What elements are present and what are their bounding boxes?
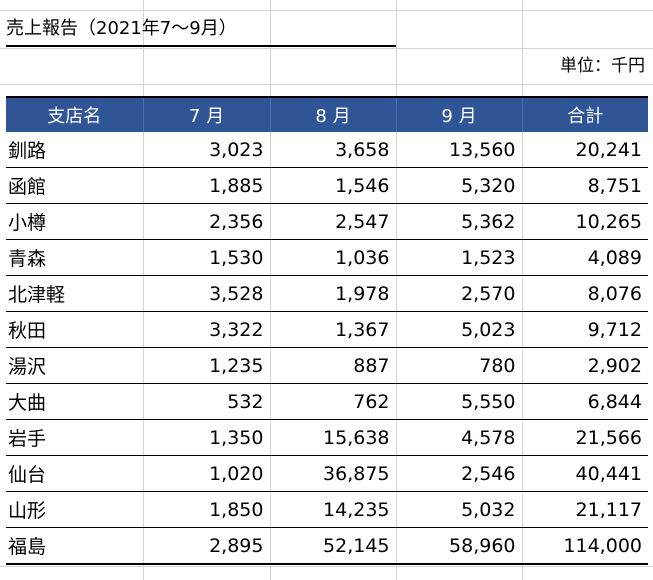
cell-july[interactable]: 3,528: [143, 275, 271, 312]
cell-september[interactable]: 1,523: [396, 239, 523, 276]
cell-september[interactable]: 5,362: [396, 203, 523, 240]
cell-branch[interactable]: 湯沢: [6, 347, 144, 384]
table-row: 釧路 3,023 3,658 13,560 20,241: [6, 132, 648, 168]
header-branch[interactable]: 支店名: [6, 97, 144, 132]
cell-september[interactable]: 2,570: [396, 275, 523, 312]
cell-total[interactable]: 20,241: [522, 132, 648, 168]
cell-august[interactable]: 52,145: [270, 527, 397, 565]
cell-september[interactable]: 5,023: [396, 311, 523, 348]
cell-august[interactable]: 14,235: [270, 491, 397, 528]
cell-july[interactable]: 3,023: [143, 132, 271, 168]
cell-july[interactable]: 2,895: [143, 527, 271, 565]
table-row: 仙台 1,020 36,875 2,546 40,441: [6, 455, 648, 492]
cell-branch[interactable]: 秋田: [6, 311, 144, 348]
cell-july[interactable]: 532: [143, 383, 271, 420]
cell-september[interactable]: 58,960: [396, 527, 523, 565]
cell-branch[interactable]: 岩手: [6, 419, 144, 456]
sales-table: 支店名 7 月 8 月 9 月 合計 釧路 3,023 3,658 13,560 20,…: [6, 96, 648, 565]
cell-total[interactable]: 21,117: [522, 491, 648, 528]
cell-total[interactable]: 10,265: [522, 203, 648, 240]
cell-july[interactable]: 1,020: [143, 455, 271, 492]
cell-september[interactable]: 5,320: [396, 167, 523, 204]
table-row: 秋田 3,322 1,367 5,023 9,712: [6, 311, 648, 348]
table-row: 湯沢 1,235 887 780 2,902: [6, 347, 648, 384]
cell-september[interactable]: 13,560: [396, 132, 523, 168]
cell-total[interactable]: 2,902: [522, 347, 648, 384]
cell-total[interactable]: 6,844: [522, 383, 648, 420]
grid-row-line: [0, 84, 653, 85]
cell-total[interactable]: 9,712: [522, 311, 648, 348]
title-underline: [6, 45, 396, 47]
cell-july[interactable]: 3,322: [143, 311, 271, 348]
table-row: 函館 1,885 1,546 5,320 8,751: [6, 167, 648, 204]
unit-label[interactable]: 単位：千円: [560, 56, 645, 76]
cell-total[interactable]: 4,089: [522, 239, 648, 276]
table-header-row: 支店名 7 月 8 月 9 月 合計: [6, 97, 648, 132]
cell-july[interactable]: 1,530: [143, 239, 271, 276]
header-september[interactable]: 9 月: [396, 97, 523, 132]
table-row: 青森 1,530 1,036 1,523 4,089: [6, 239, 648, 276]
cell-branch[interactable]: 函館: [6, 167, 144, 204]
cell-july[interactable]: 1,235: [143, 347, 271, 384]
cell-september[interactable]: 5,550: [396, 383, 523, 420]
cell-total[interactable]: 21,566: [522, 419, 648, 456]
cell-branch[interactable]: 小樽: [6, 203, 144, 240]
cell-total[interactable]: 40,441: [522, 455, 648, 492]
cell-august[interactable]: 762: [270, 383, 397, 420]
cell-branch[interactable]: 大曲: [6, 383, 144, 420]
report-title[interactable]: 売上報告（2021年7～9月）: [6, 18, 237, 39]
cell-total[interactable]: 114,000: [522, 527, 648, 565]
table-row: 岩手 1,350 15,638 4,578 21,566: [6, 419, 648, 456]
table-body: 釧路 3,023 3,658 13,560 20,241 函館 1,885 1,546 5,32…: [6, 132, 648, 565]
cell-august[interactable]: 1,546: [270, 167, 397, 204]
table-row: 山形 1,850 14,235 5,032 21,117: [6, 491, 648, 528]
cell-august[interactable]: 1,367: [270, 311, 397, 348]
cell-july[interactable]: 1,350: [143, 419, 271, 456]
cell-august[interactable]: 1,036: [270, 239, 397, 276]
cell-september[interactable]: 4,578: [396, 419, 523, 456]
cell-branch[interactable]: 北津軽: [6, 275, 144, 312]
cell-branch[interactable]: 山形: [6, 491, 144, 528]
cell-total[interactable]: 8,076: [522, 275, 648, 312]
header-july[interactable]: 7 月: [143, 97, 271, 132]
cell-july[interactable]: 2,356: [143, 203, 271, 240]
cell-august[interactable]: 36,875: [270, 455, 397, 492]
cell-september[interactable]: 780: [396, 347, 523, 384]
grid-row-line: [0, 48, 653, 49]
cell-july[interactable]: 1,885: [143, 167, 271, 204]
cell-august[interactable]: 2,547: [270, 203, 397, 240]
cell-branch[interactable]: 釧路: [6, 132, 144, 168]
cell-september[interactable]: 5,032: [396, 491, 523, 528]
cell-august[interactable]: 3,658: [270, 132, 397, 168]
table-row: 小樽 2,356 2,547 5,362 10,265: [6, 203, 648, 240]
cell-branch[interactable]: 青森: [6, 239, 144, 276]
cell-august[interactable]: 887: [270, 347, 397, 384]
grid-row-line: [0, 566, 653, 567]
cell-branch[interactable]: 仙台: [6, 455, 144, 492]
table-row: 北津軽 3,528 1,978 2,570 8,076: [6, 275, 648, 312]
cell-total[interactable]: 8,751: [522, 167, 648, 204]
cell-branch[interactable]: 福島: [6, 527, 144, 565]
grid-row-line: [0, 10, 653, 11]
table-row: 福島 2,895 52,145 58,960 114,000: [6, 527, 648, 565]
cell-july[interactable]: 1,850: [143, 491, 271, 528]
cell-august[interactable]: 1,978: [270, 275, 397, 312]
cell-august[interactable]: 15,638: [270, 419, 397, 456]
table-row: 大曲 532 762 5,550 6,844: [6, 383, 648, 420]
header-august[interactable]: 8 月: [270, 97, 397, 132]
cell-september[interactable]: 2,546: [396, 455, 523, 492]
header-total[interactable]: 合計: [522, 97, 648, 132]
